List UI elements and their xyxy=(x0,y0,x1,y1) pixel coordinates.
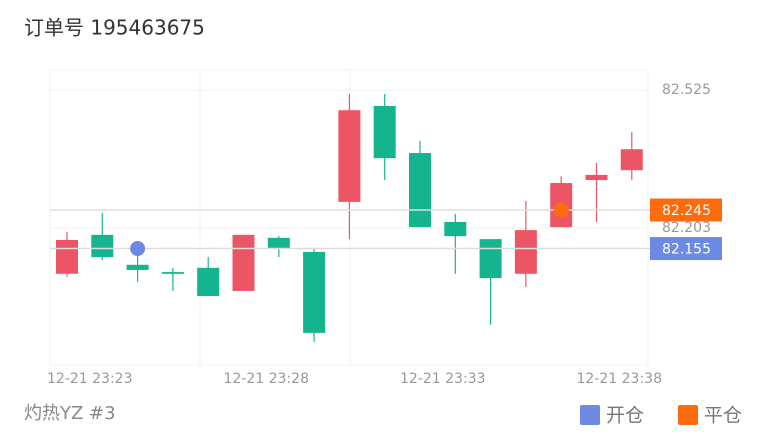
x-tick-label: 12-21 23:33 xyxy=(400,371,485,387)
candle-body xyxy=(267,237,290,249)
legend-label: 开仓 xyxy=(606,405,644,427)
candle-body xyxy=(91,234,114,258)
trade-marker xyxy=(553,202,569,218)
candle-body xyxy=(126,264,149,270)
price-tag-label: 82.245 xyxy=(662,203,711,219)
y-tick-label: 82.525 xyxy=(662,82,711,98)
legend-label: 平仓 xyxy=(704,405,742,427)
candle-body xyxy=(585,174,608,181)
legend-swatch xyxy=(580,405,600,425)
trade-marker xyxy=(130,241,146,257)
price-tag xyxy=(650,237,722,261)
candle-body xyxy=(479,239,502,279)
candle-body xyxy=(514,230,537,274)
candle-body xyxy=(373,105,396,159)
candle-body xyxy=(338,110,361,202)
candle-body xyxy=(303,251,326,333)
y-tick-label: 82.203 xyxy=(662,220,711,236)
price-tag-label: 82.155 xyxy=(662,242,711,258)
order-title: 订单号 195463675 xyxy=(24,16,205,40)
candle-body xyxy=(409,153,431,228)
x-tick-label: 12-21 23:28 xyxy=(224,371,309,387)
legend-swatch xyxy=(678,405,698,425)
x-tick-label: 12-21 23:23 xyxy=(47,371,132,387)
candle-body xyxy=(56,239,78,274)
candle-body xyxy=(444,221,467,237)
candle-body xyxy=(161,272,184,274)
footer-label: 灼热YZ #3 xyxy=(24,403,116,424)
candle-body xyxy=(232,234,255,291)
x-tick-label: 12-21 23:38 xyxy=(577,371,662,387)
candle-body xyxy=(620,149,643,171)
price-tag xyxy=(650,198,722,222)
candle-body xyxy=(197,267,220,297)
